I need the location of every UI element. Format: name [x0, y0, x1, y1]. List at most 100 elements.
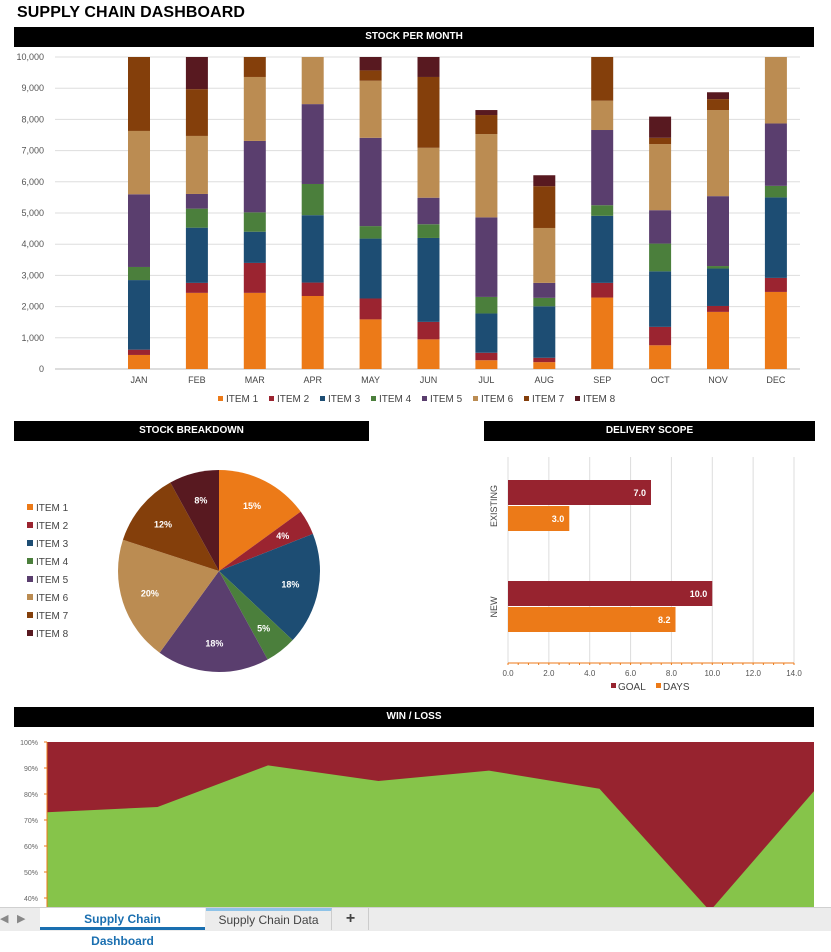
bar-segment-item-2-oct — [649, 326, 672, 346]
legend-swatch — [422, 396, 427, 401]
x-tick-label: 10.0 — [704, 669, 720, 678]
pie-slice-item-8 — [170, 470, 219, 571]
legend-swatch — [656, 683, 661, 688]
sheet-tab-bar: ◀ ▶ Supply Chain Dashboard Supply Chain … — [0, 907, 831, 948]
x-tick-label: JUN — [420, 375, 438, 385]
bar-segment-item-4-feb — [185, 208, 208, 228]
legend-label: ITEM 2 — [36, 521, 69, 532]
bar-segment-item-8-may — [359, 57, 382, 71]
bar-segment-item-3-may — [359, 238, 382, 299]
pie-data-label: 4% — [276, 531, 289, 541]
legend-swatch — [27, 594, 33, 600]
legend-label: ITEM 4 — [36, 557, 69, 568]
bar-segment-item-5-mar — [243, 140, 266, 213]
prev-sheet-button[interactable]: ◀ — [0, 913, 9, 925]
bar-segment-item-1-dec — [764, 291, 787, 369]
bar-segment-item-4-nov — [707, 266, 729, 269]
bar-segment-item-6-oct — [649, 144, 672, 211]
pie-slice-item-4 — [219, 571, 293, 660]
bar-segment-item-6-feb — [185, 135, 208, 194]
bar-segment-item-5-may — [359, 137, 382, 227]
pie-data-label: 8% — [194, 496, 207, 506]
bar-segment-item-7-jan — [128, 57, 150, 131]
tab-supply-chain-dashboard[interactable]: Supply Chain Dashboard — [40, 908, 205, 948]
bar-segment-item-7-mar — [243, 57, 266, 77]
y-tick-label: 50% — [24, 870, 38, 877]
bar-days-existing — [508, 506, 570, 531]
legend-swatch — [27, 540, 33, 546]
legend-label: ITEM 5 — [36, 575, 69, 586]
legend-label: ITEM 4 — [379, 394, 412, 405]
win-area — [47, 765, 814, 907]
bar-segment-item-1-feb — [185, 292, 208, 369]
bar-segment-item-4-aug — [533, 297, 556, 307]
pie-slice-item-1 — [219, 470, 301, 571]
stock-breakdown-chart: 15% 4% 18% 5% 18% 20% 12% 8% — [118, 470, 320, 672]
bar-segment-item-8-jun — [417, 57, 440, 77]
bar-segment-item-5-dec — [764, 123, 787, 186]
x-tick-label: NOV — [708, 375, 728, 385]
x-tick-label: 12.0 — [745, 669, 761, 678]
x-tick-label: MAY — [361, 375, 380, 385]
bar-segment-item-7-aug — [533, 186, 556, 228]
delivery-scope-chart: 0.0 2.0 4.0 6.0 8.0 10.0 12.0 14.0 7.0 3.0 EXISTIN… — [489, 457, 802, 693]
bar-segment-item-7-oct — [649, 137, 672, 145]
bar-segment-item-5-aug — [533, 282, 556, 298]
y-tick-label: 5,000 — [21, 208, 44, 218]
win-loss-plot — [47, 742, 814, 907]
y-tick-label: 100% — [20, 740, 38, 747]
bar-segment-item-5-feb — [185, 193, 208, 209]
x-tick-label: JUL — [478, 375, 494, 385]
pie-slice-item-5 — [159, 571, 268, 672]
x-tick-label: DEC — [766, 375, 786, 385]
bar-segment-item-7-jun — [417, 76, 440, 148]
bar-segment-item-6-jul — [475, 134, 498, 218]
legend-label: ITEM 6 — [481, 394, 514, 405]
win-loss-chart: 40% 50% 60% 70% 80% 90% 100% — [20, 740, 814, 907]
bar-goal-existing — [508, 480, 651, 505]
y-tick-label: 60% — [24, 844, 38, 851]
bar-segment-item-5-jan — [128, 194, 150, 267]
bar-segment-item-6-nov — [707, 110, 729, 197]
bar-segment-item-4-dec — [764, 185, 787, 198]
bar-goal-new — [508, 581, 713, 606]
x-tick-label: FEB — [188, 375, 206, 385]
bar-segment-item-7-may — [359, 70, 382, 81]
pie-data-label: 15% — [243, 501, 261, 511]
x-tick-label: APR — [303, 375, 322, 385]
legend-label: ITEM 2 — [277, 394, 310, 405]
pie-legend-item: ITEM 5 — [27, 575, 68, 586]
add-sheet-button[interactable]: + — [333, 908, 369, 930]
bar-segment-item-2-may — [359, 298, 382, 320]
bar-segment-item-4-jan — [128, 266, 150, 281]
y-tick-label: 3,000 — [21, 270, 44, 280]
tab-supply-chain-data[interactable]: Supply Chain Data — [206, 908, 332, 930]
bar-data-label: 3.0 — [552, 514, 565, 524]
bar-segment-item-1-jun — [417, 339, 440, 369]
win-loss-header: WIN / LOSS — [14, 707, 814, 727]
bar-segment-item-5-jun — [417, 197, 440, 225]
bar-segment-item-1-jan — [128, 354, 150, 369]
bar-segment-item-2-apr — [301, 282, 324, 296]
legend-swatch — [473, 396, 478, 401]
pie-slice-item-3 — [219, 533, 320, 641]
bar-segment-item-4-oct — [649, 243, 672, 272]
bar-segment-item-3-dec — [764, 197, 787, 278]
bar-segment-item-3-nov — [707, 268, 729, 306]
bar-segment-item-8-jul — [475, 110, 498, 116]
bar-segment-item-4-sep — [591, 205, 614, 216]
legend-swatch — [371, 396, 376, 401]
y-tick-label: 40% — [24, 896, 38, 903]
stock-breakdown-header: STOCK BREAKDOWN — [14, 421, 369, 441]
bar-segment-item-6-sep — [591, 100, 614, 131]
bar-segment-item-3-jan — [128, 280, 150, 350]
bar-segment-item-3-jul — [475, 313, 498, 353]
bar-segment-item-7-jul — [475, 115, 498, 135]
pie-data-label: 20% — [141, 588, 159, 598]
pie-data-label: 5% — [257, 623, 270, 633]
bar-segment-item-2-jan — [128, 349, 150, 355]
bar-segment-item-6-jun — [417, 147, 440, 198]
legend-swatch — [27, 612, 33, 618]
next-sheet-button[interactable]: ▶ — [17, 913, 26, 925]
bar-days-new — [508, 607, 676, 632]
